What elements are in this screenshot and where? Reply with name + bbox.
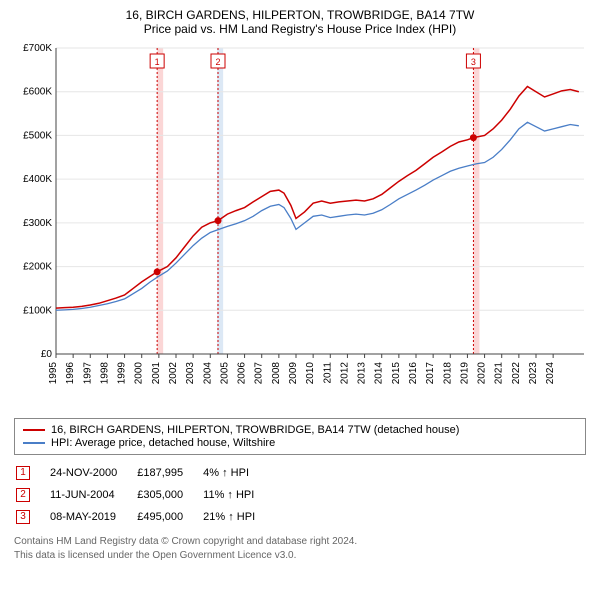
title-block: 16, BIRCH GARDENS, HILPERTON, TROWBRIDGE… bbox=[10, 8, 590, 36]
svg-text:2024: 2024 bbox=[545, 362, 556, 385]
marker-row: 3 08-MAY-2019£495,00021% ↑ HPI bbox=[16, 507, 273, 527]
svg-text:2010: 2010 bbox=[305, 362, 316, 385]
legend-swatch-hpi bbox=[23, 442, 45, 444]
chart: £0 £100K £200K £300K £400K £500K £600K £700K 1 2 3… bbox=[10, 40, 590, 410]
marker-pct: 21% ↑ HPI bbox=[203, 507, 273, 527]
attribution-line1: Contains HM Land Registry data © Crown c… bbox=[14, 535, 586, 549]
svg-text:1997: 1997 bbox=[82, 362, 93, 385]
svg-text:2022: 2022 bbox=[511, 362, 522, 385]
svg-text:£300K: £300K bbox=[23, 218, 52, 229]
marker-row: 1 24-NOV-2000£187,9954% ↑ HPI bbox=[16, 463, 273, 483]
marker-date: 08-MAY-2019 bbox=[50, 507, 135, 527]
legend-label-hpi: HPI: Average price, detached house, Wilt… bbox=[51, 437, 275, 449]
markers-table: 1 24-NOV-2000£187,9954% ↑ HPI 2 11-JUN-2004… bbox=[14, 461, 275, 529]
marker-row: 2 11-JUN-2004£305,00011% ↑ HPI bbox=[16, 485, 273, 505]
svg-text:2012: 2012 bbox=[339, 362, 350, 385]
svg-text:2021: 2021 bbox=[494, 362, 505, 385]
svg-text:£400K: £400K bbox=[23, 174, 52, 185]
svg-text:1996: 1996 bbox=[65, 362, 76, 385]
svg-text:2008: 2008 bbox=[271, 362, 282, 385]
svg-text:2018: 2018 bbox=[442, 362, 453, 385]
title-sub: Price paid vs. HM Land Registry's House … bbox=[10, 22, 590, 36]
svg-text:2001: 2001 bbox=[151, 362, 162, 385]
marker-date: 11-JUN-2004 bbox=[50, 485, 135, 505]
svg-text:2005: 2005 bbox=[219, 362, 230, 385]
svg-text:2020: 2020 bbox=[477, 362, 488, 385]
svg-text:2000: 2000 bbox=[134, 362, 145, 385]
attribution: Contains HM Land Registry data © Crown c… bbox=[14, 535, 586, 562]
svg-text:£500K: £500K bbox=[23, 130, 52, 141]
marker-price: £187,995 bbox=[137, 463, 201, 483]
title-main: 16, BIRCH GARDENS, HILPERTON, TROWBRIDGE… bbox=[10, 8, 590, 22]
svg-text:£0: £0 bbox=[41, 349, 53, 360]
marker-num-box: 3 bbox=[16, 510, 30, 524]
marker-num-box: 1 bbox=[16, 466, 30, 480]
svg-text:2014: 2014 bbox=[374, 362, 385, 385]
legend: 16, BIRCH GARDENS, HILPERTON, TROWBRIDGE… bbox=[14, 418, 586, 455]
svg-text:3: 3 bbox=[471, 57, 476, 67]
legend-label-property: 16, BIRCH GARDENS, HILPERTON, TROWBRIDGE… bbox=[51, 424, 459, 436]
svg-text:1999: 1999 bbox=[117, 362, 128, 385]
svg-text:2013: 2013 bbox=[357, 362, 368, 385]
marker-price: £305,000 bbox=[137, 485, 201, 505]
svg-text:£100K: £100K bbox=[23, 305, 52, 316]
svg-text:1995: 1995 bbox=[48, 362, 59, 385]
chart-svg: £0 £100K £200K £300K £400K £500K £600K £700K 1 2 3… bbox=[10, 40, 590, 410]
svg-text:£600K: £600K bbox=[23, 87, 52, 98]
svg-text:2009: 2009 bbox=[288, 362, 299, 385]
svg-text:2011: 2011 bbox=[322, 362, 333, 384]
svg-text:2002: 2002 bbox=[168, 362, 179, 385]
marker-pct: 11% ↑ HPI bbox=[203, 485, 273, 505]
svg-text:2019: 2019 bbox=[459, 362, 470, 385]
marker-date: 24-NOV-2000 bbox=[50, 463, 135, 483]
svg-text:1: 1 bbox=[155, 57, 160, 67]
legend-row-property: 16, BIRCH GARDENS, HILPERTON, TROWBRIDGE… bbox=[23, 424, 577, 436]
svg-text:2017: 2017 bbox=[425, 362, 436, 385]
marker-price: £495,000 bbox=[137, 507, 201, 527]
svg-text:2016: 2016 bbox=[408, 362, 419, 385]
attribution-line2: This data is licensed under the Open Gov… bbox=[14, 549, 586, 563]
svg-text:2007: 2007 bbox=[254, 362, 265, 385]
svg-text:2004: 2004 bbox=[202, 362, 213, 385]
legend-row-hpi: HPI: Average price, detached house, Wilt… bbox=[23, 437, 577, 449]
svg-text:2023: 2023 bbox=[528, 362, 539, 385]
svg-text:£200K: £200K bbox=[23, 262, 52, 273]
svg-text:2: 2 bbox=[215, 57, 220, 67]
chart-container: 16, BIRCH GARDENS, HILPERTON, TROWBRIDGE… bbox=[0, 0, 600, 568]
svg-text:2006: 2006 bbox=[237, 362, 248, 385]
marker-num-box: 2 bbox=[16, 488, 30, 502]
marker-pct: 4% ↑ HPI bbox=[203, 463, 273, 483]
legend-swatch-property bbox=[23, 429, 45, 431]
svg-text:2003: 2003 bbox=[185, 362, 196, 385]
svg-text:2015: 2015 bbox=[391, 362, 402, 385]
svg-text:£700K: £700K bbox=[23, 43, 52, 54]
svg-text:1998: 1998 bbox=[99, 362, 110, 385]
